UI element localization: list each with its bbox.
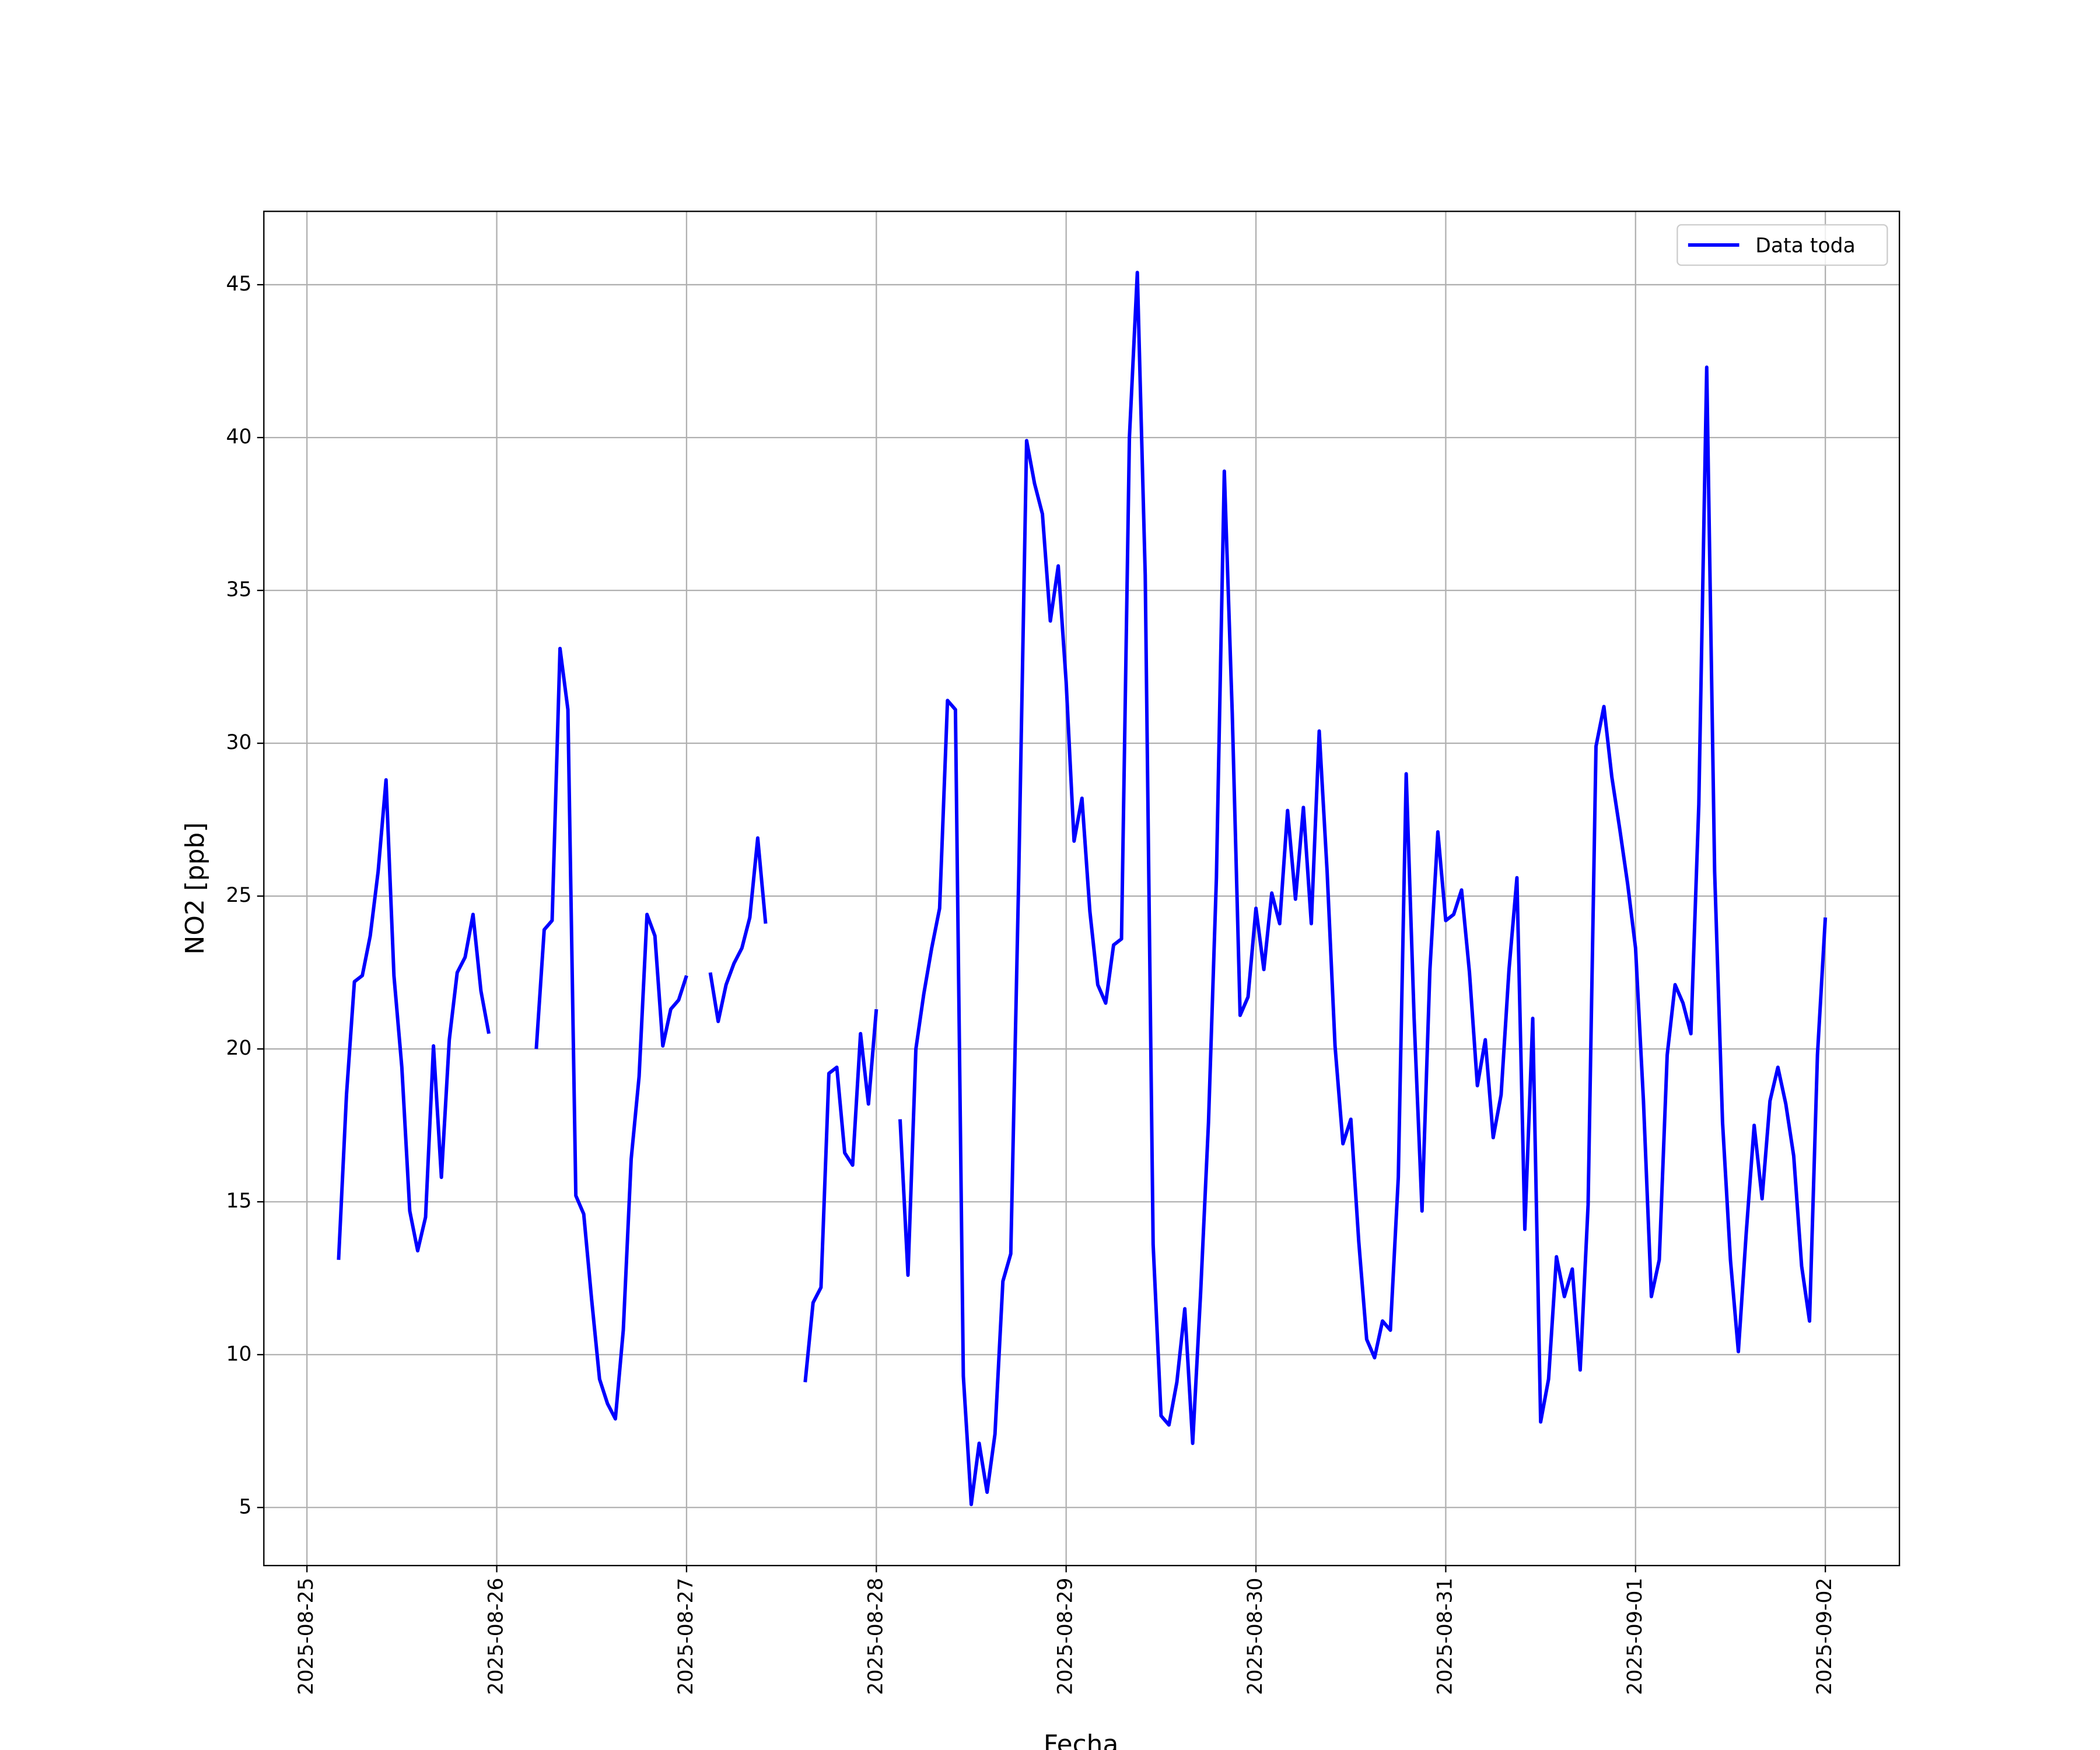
x-tick-label: 2025-08-27: [674, 1578, 698, 1695]
y-axis-label: NO2 [ppb]: [180, 822, 210, 955]
y-tick-label: 20: [226, 1037, 251, 1060]
x-tick-label: 2025-09-02: [1813, 1578, 1836, 1695]
y-tick-label: 25: [226, 884, 251, 907]
plot-area: [264, 211, 1900, 1566]
y-tick-label: 10: [226, 1342, 251, 1366]
x-tick-label: 2025-08-25: [295, 1578, 318, 1695]
data-line: [337, 271, 1828, 1507]
x-tick-label: 2025-08-29: [1054, 1578, 1077, 1695]
x-tick-label: 2025-08-26: [485, 1578, 508, 1695]
y-tick-label: 35: [226, 578, 251, 601]
legend-box: [1676, 224, 1888, 266]
legend-label: Data toda: [1755, 234, 1856, 257]
x-tick-label: 2025-08-28: [864, 1578, 887, 1695]
x-tick-label: 2025-09-01: [1623, 1578, 1647, 1695]
x-axis-label: Fecha: [1044, 1730, 1119, 1750]
x-tick-label: 2025-08-30: [1244, 1578, 1267, 1695]
y-tick-label: 45: [226, 272, 251, 296]
axes-frame: [263, 211, 1901, 1566]
y-tick-label: 5: [239, 1495, 252, 1518]
y-tick-label: 40: [226, 425, 251, 449]
y-tick-label: 30: [226, 731, 251, 754]
y-tick-label: 15: [226, 1189, 251, 1213]
x-tick-label: 2025-08-31: [1433, 1578, 1457, 1695]
